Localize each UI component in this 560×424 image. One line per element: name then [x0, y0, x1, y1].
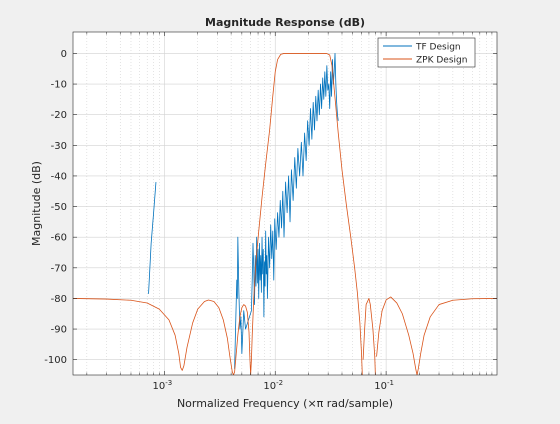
- y-tick-label: 0: [61, 49, 67, 60]
- y-tick-label: -10: [51, 80, 67, 91]
- axis-ticks: [73, 32, 497, 375]
- y-tick-label: -20: [51, 110, 67, 121]
- y-tick-labels: 0 -10 -20 -30 -40 -50 -60 -70 -80 -90 -100: [44, 49, 67, 366]
- x-tick-label: 10-1: [374, 379, 394, 392]
- y-tick-label: -70: [51, 263, 67, 274]
- x-axis-label: Normalized Frequency (×π rad/sample): [177, 397, 393, 410]
- x-tick-label: 10-3: [152, 379, 172, 392]
- y-tick-label: -90: [51, 325, 67, 336]
- x-tick-labels: 10-3 10-2 10-1: [152, 379, 393, 392]
- series-line-tf-design: [148, 182, 157, 294]
- x-tick-label: 10-2: [263, 379, 283, 392]
- series-line-zpk-design: [73, 53, 363, 375]
- y-tick-label: -60: [51, 233, 67, 244]
- chart-title: Magnitude Response (dB): [205, 16, 365, 29]
- series-line-zpk-design: [376, 296, 497, 375]
- y-tick-label: -30: [51, 141, 67, 152]
- y-tick-label: -50: [51, 202, 67, 213]
- legend-label-tf-design: TF Design: [415, 43, 461, 53]
- legend[interactable]: TF Design ZPK Design: [377, 37, 476, 68]
- legend-label-zpk-design: ZPK Design: [416, 56, 467, 66]
- y-tick-label: -100: [44, 355, 67, 366]
- y-axis-label: Magnitude (dB): [30, 161, 43, 246]
- plot-box: [72, 31, 498, 376]
- series-line-zpk-design: [362, 298, 376, 375]
- legend-box: [377, 37, 476, 68]
- y-tick-label: -80: [51, 294, 67, 305]
- series-layer: [73, 53, 497, 375]
- minor-grid: [86, 32, 493, 375]
- y-tick-label: -40: [51, 171, 67, 182]
